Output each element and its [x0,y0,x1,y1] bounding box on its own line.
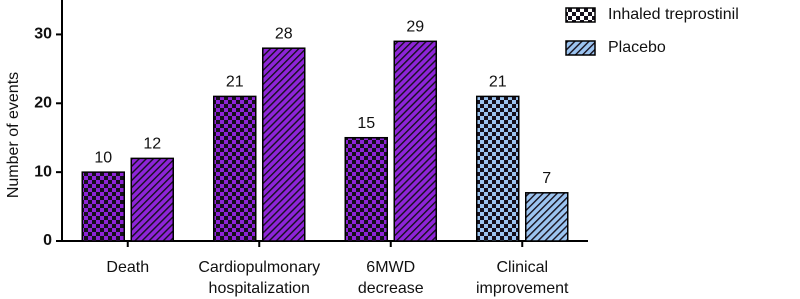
value-label: 29 [406,19,424,36]
x-tick-label: Cardiopulmonary hospitalization [198,259,320,297]
y-tick-label: 10 [34,163,52,180]
bar [344,136,388,242]
value-label: 15 [357,115,375,132]
x-tick-label: Clinical improvement [476,259,569,297]
value-label: 21 [489,74,507,91]
x-tick-label: Death [106,259,149,276]
value-label: 12 [143,136,161,153]
bar [393,40,437,242]
bar [476,95,520,242]
bar [81,171,125,242]
value-label: 7 [542,170,551,187]
legend-swatch [565,7,596,23]
legend-label: Inhaled treprostinil [608,6,739,23]
legend-label: Placebo [608,39,666,56]
y-tick-label: 30 [34,26,52,43]
bar [130,157,174,242]
y-tick-label: 20 [34,95,52,112]
value-label: 10 [94,149,112,166]
legend-swatch [565,40,596,56]
value-label: 28 [275,25,293,42]
x-tick-label: 6MWD decrease [358,259,424,297]
bar [525,192,569,242]
bar [262,47,306,242]
value-label: 21 [226,74,244,91]
y-axis-label: Number of events [5,72,22,198]
bar [213,95,257,242]
y-tick-label: 0 [43,232,52,249]
